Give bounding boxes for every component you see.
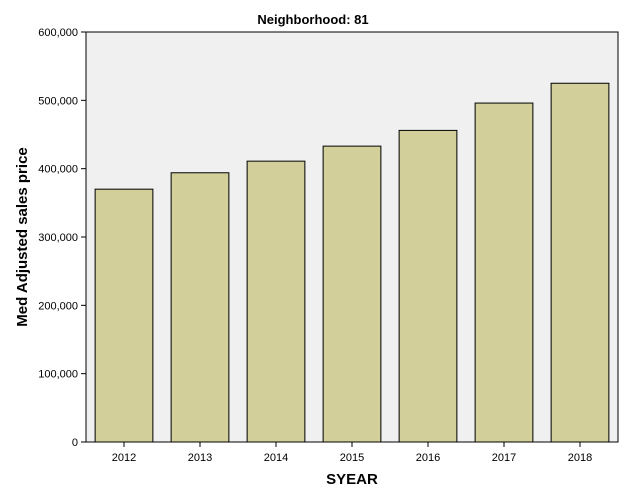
bars xyxy=(94,82,610,443)
chart-title: Neighborhood: 81 xyxy=(257,12,368,27)
bar-2012 xyxy=(94,188,154,443)
bar-2014 xyxy=(246,160,306,443)
x-axis-title: SYEAR xyxy=(326,471,378,488)
bar-2018 xyxy=(550,82,610,443)
y-tick-label: 100,000 xyxy=(38,369,78,381)
bar-2016 xyxy=(398,129,458,443)
bar-2017 xyxy=(474,102,534,443)
y-tick-label: 600,000 xyxy=(38,27,78,39)
bar-2013 xyxy=(170,172,230,443)
y-tick-label: 200,000 xyxy=(38,300,78,312)
y-axis-ticks: 0 100,000 200,000 300,000 400,000 500,000 600,… xyxy=(38,27,86,449)
x-tick-label: 2015 xyxy=(340,452,364,464)
y-tick-label: 300,000 xyxy=(38,232,78,244)
x-tick-label: 2017 xyxy=(492,452,516,464)
bar-2015 xyxy=(322,145,382,443)
y-tick-label: 0 xyxy=(72,437,78,449)
y-tick-label: 400,000 xyxy=(38,164,78,176)
x-tick-label: 2014 xyxy=(264,452,288,464)
x-tick-label: 2012 xyxy=(112,452,136,464)
y-tick-label: 500,000 xyxy=(38,95,78,107)
x-tick-label: 2013 xyxy=(188,452,212,464)
x-axis-ticks: 2012 2013 2014 2015 2016 2017 2018 xyxy=(112,442,592,464)
x-tick-label: 2016 xyxy=(416,452,440,464)
x-tick-label: 2018 xyxy=(568,452,592,464)
y-axis-title: Med Adjusted sales price xyxy=(14,147,31,327)
